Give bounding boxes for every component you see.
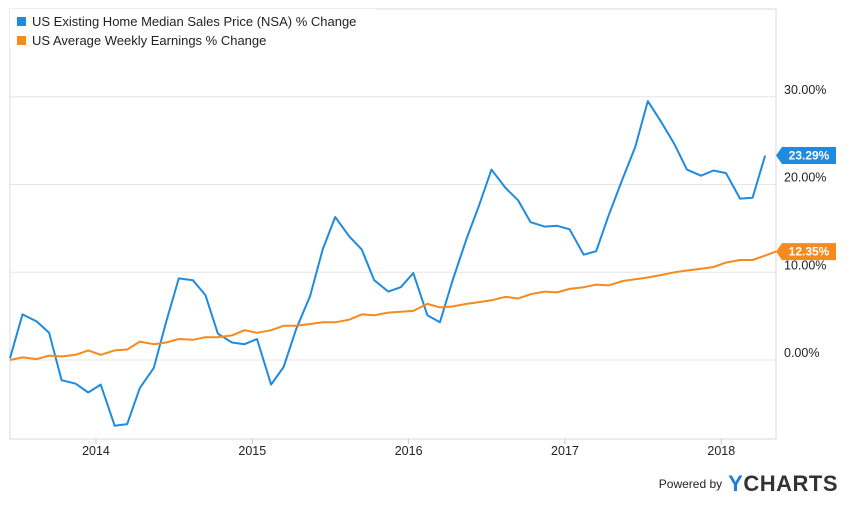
- grid-lines: [10, 96, 776, 361]
- end-badge-label: 23.29%: [789, 149, 830, 163]
- y-tick-label: 0.00%: [784, 346, 819, 360]
- series-line-1[interactable]: [9, 100, 767, 427]
- legend-entry[interactable]: US Existing Home Median Sales Price (NSA…: [32, 14, 356, 29]
- footer-branding: Powered by YCHARTS: [659, 471, 838, 497]
- legend-swatch: [17, 17, 26, 26]
- series-lines: [9, 100, 777, 427]
- legend-background: [10, 9, 375, 49]
- y-tick-label: 10.00%: [784, 258, 826, 272]
- logo-y: Y: [728, 471, 744, 496]
- legend-swatch: [17, 36, 26, 45]
- plot-frame: [9, 8, 777, 440]
- logo-rest: CHARTS: [743, 471, 838, 496]
- ycharts-logo[interactable]: YCHARTS: [728, 471, 838, 497]
- y-tick-label: 20.00%: [784, 171, 826, 185]
- x-axis-ticks: 2014 2015 2016 2017 2018: [82, 439, 735, 458]
- end-badge-1: [776, 147, 836, 165]
- powered-by-text: Powered by: [658, 477, 723, 491]
- series-line-2[interactable]: [9, 250, 777, 361]
- x-tick-label: 2018: [707, 444, 735, 458]
- x-tick-label: 2017: [551, 444, 579, 458]
- legend: US Existing Home Median Sales Price (NSA…: [10, 9, 375, 49]
- end-badge-label: 12.35%: [789, 245, 830, 259]
- legend-entry[interactable]: US Average Weekly Earnings % Change: [32, 33, 266, 48]
- end-badge-2: [776, 243, 836, 261]
- y-tick-label: 30.00%: [784, 83, 826, 97]
- x-tick-label: 2016: [395, 444, 423, 458]
- x-tick-label: 2015: [238, 444, 266, 458]
- x-tick-label: 2014: [82, 444, 110, 458]
- y-axis-ticks: 0.00% 10.00% 20.00% 30.00%: [784, 83, 826, 360]
- end-value-badges: 23.29% 12.35%: [776, 147, 836, 261]
